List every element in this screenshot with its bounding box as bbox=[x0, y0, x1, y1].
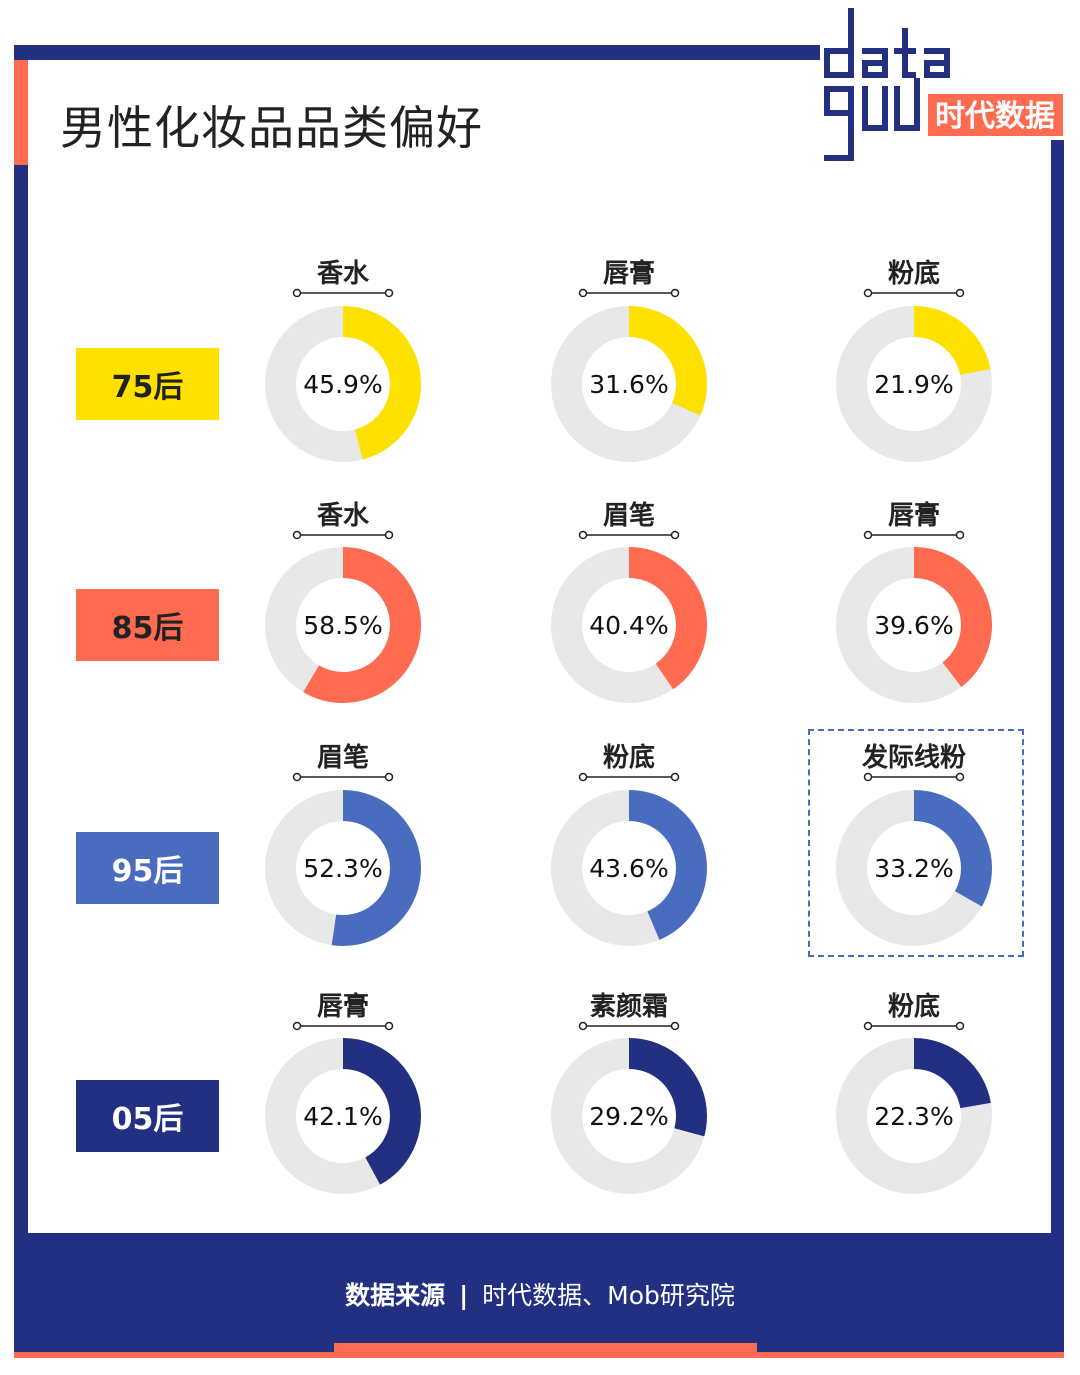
donut-value-arc bbox=[265, 547, 421, 703]
frame-left-blue bbox=[14, 165, 28, 1355]
donut-chart: 21.9% bbox=[836, 288, 992, 462]
donut-chart: 43.6% bbox=[551, 772, 707, 946]
donut-chart: 29.2% bbox=[551, 1021, 707, 1194]
donut-value-arc bbox=[551, 306, 707, 462]
underline-dot bbox=[292, 288, 302, 298]
donut-chart: 42.1% bbox=[265, 1021, 421, 1194]
source-separator: | bbox=[459, 1281, 469, 1310]
category-label: 素颜霜 bbox=[589, 992, 668, 1022]
footer-source: 数据来源 | 时代数据、Mob研究院 bbox=[0, 1276, 1080, 1312]
underline-dot bbox=[863, 530, 873, 540]
category-label: 发际线粉 bbox=[861, 743, 966, 773]
donut-chart: 39.6% bbox=[836, 530, 992, 703]
donut-chart: 58.5% bbox=[265, 530, 421, 703]
donut-value-arc bbox=[836, 790, 992, 946]
category-label: 香水 bbox=[316, 259, 369, 289]
underline-dot bbox=[863, 288, 873, 298]
category-label: 唇膏 bbox=[602, 259, 655, 289]
donut-value-label: 52.3% bbox=[303, 854, 382, 883]
highlight-box bbox=[808, 729, 1024, 957]
category-label: 粉底 bbox=[602, 743, 655, 773]
frame-top bbox=[14, 45, 820, 60]
frame-right bbox=[1051, 140, 1064, 1355]
donut-value-label: 33.2% bbox=[874, 854, 953, 883]
footer-orange-block bbox=[334, 1343, 757, 1358]
category-label: 眉笔 bbox=[602, 501, 655, 531]
donut-value-label: 58.5% bbox=[303, 611, 382, 640]
source-text: 时代数据、Mob研究院 bbox=[482, 1281, 735, 1310]
category-label: 粉底 bbox=[887, 259, 940, 289]
donut-chart: 22.3% bbox=[836, 1021, 992, 1194]
underline-dot bbox=[578, 530, 588, 540]
donut-value-label: 31.6% bbox=[589, 370, 668, 399]
underline-dot bbox=[863, 772, 873, 782]
underline-dot bbox=[384, 530, 394, 540]
donut-value-arc bbox=[551, 547, 707, 703]
page-title: 男性化妆品品类偏好 bbox=[60, 101, 483, 155]
underline-dot bbox=[955, 530, 965, 540]
datagood-logo: 时代数据 bbox=[818, 8, 1063, 172]
underline-dot bbox=[955, 1021, 965, 1031]
underline-dot bbox=[863, 1021, 873, 1031]
underline-dot bbox=[955, 288, 965, 298]
donut-chart: 40.4% bbox=[551, 530, 707, 703]
underline-dot bbox=[670, 1021, 680, 1031]
underline-dot bbox=[578, 1021, 588, 1031]
donut-value-arc bbox=[551, 1038, 707, 1194]
underline-dot bbox=[292, 1021, 302, 1031]
donut-value-arc bbox=[836, 306, 992, 462]
footer-band bbox=[14, 1233, 1064, 1353]
source-label: 数据来源 bbox=[345, 1281, 446, 1310]
donut-value-label: 39.6% bbox=[874, 611, 953, 640]
donut-value-label: 42.1% bbox=[303, 1102, 382, 1131]
category-label: 唇膏 bbox=[887, 501, 940, 531]
donut-chart: 52.3% bbox=[265, 772, 421, 946]
underline-dot bbox=[384, 1021, 394, 1031]
category-label: 香水 bbox=[316, 501, 369, 531]
donut-value-arc bbox=[551, 790, 707, 946]
underline-dot bbox=[292, 772, 302, 782]
underline-dot bbox=[670, 530, 680, 540]
category-label: 粉底 bbox=[887, 992, 940, 1022]
underline-dot bbox=[955, 772, 965, 782]
category-label: 眉笔 bbox=[316, 743, 369, 773]
donut-value-label: 43.6% bbox=[589, 854, 668, 883]
group-badge: 95后 bbox=[76, 832, 219, 904]
donut-value-label: 45.9% bbox=[303, 370, 382, 399]
donut-chart: 31.6% bbox=[551, 288, 707, 462]
underline-dot bbox=[292, 530, 302, 540]
donut-value-label: 29.2% bbox=[589, 1102, 668, 1131]
group-badge: 05后 bbox=[76, 1080, 219, 1152]
donut-value-arc bbox=[836, 1038, 992, 1194]
donut-value-arc bbox=[265, 1038, 421, 1194]
underline-dot bbox=[670, 288, 680, 298]
category-label: 唇膏 bbox=[316, 992, 369, 1022]
donut-value-label: 21.9% bbox=[874, 370, 953, 399]
logo-cn-text: 时代数据 bbox=[935, 99, 1055, 134]
donut-chart: 33.2% bbox=[836, 772, 992, 946]
donut-value-arc bbox=[265, 790, 421, 946]
underline-dot bbox=[670, 772, 680, 782]
donut-value-label: 40.4% bbox=[589, 611, 668, 640]
donut-value-arc bbox=[836, 547, 992, 703]
donut-value-label: 22.3% bbox=[874, 1102, 953, 1131]
frame-left-orange bbox=[14, 45, 28, 165]
underline-dot bbox=[384, 288, 394, 298]
group-badge: 75后 bbox=[76, 348, 219, 420]
underline-dot bbox=[578, 772, 588, 782]
underline-dot bbox=[578, 288, 588, 298]
donut-value-arc bbox=[265, 306, 421, 462]
underline-dot bbox=[384, 772, 394, 782]
group-badge: 85后 bbox=[76, 589, 219, 661]
donut-chart: 45.9% bbox=[265, 288, 421, 462]
